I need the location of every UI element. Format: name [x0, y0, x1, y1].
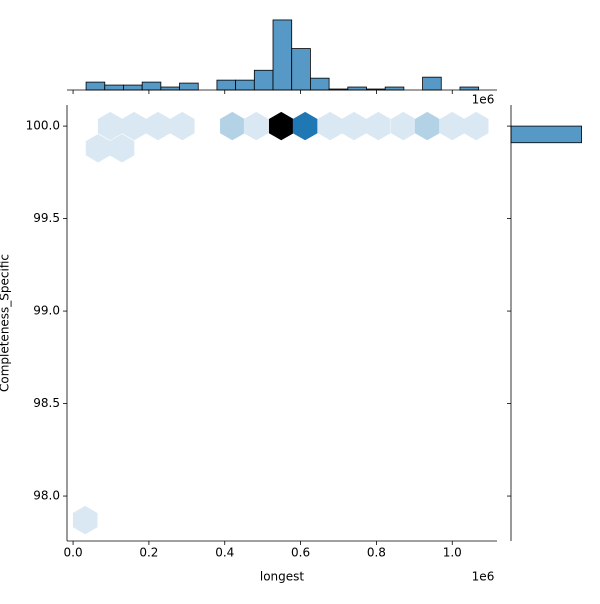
x-tick-label: 0.0 [64, 546, 83, 560]
top-hist-bar [216, 79, 237, 91]
top-hist-bar [179, 82, 199, 91]
hexbin-cell [439, 111, 465, 141]
top-hist-bar [422, 76, 442, 91]
top-hist-bar [347, 86, 367, 91]
hexbin-cell [169, 111, 195, 141]
x-tick-label: 0.2 [139, 546, 158, 560]
top-hist-bar [291, 48, 311, 91]
hexbin-cell [121, 111, 147, 141]
y-tick-label: 98.0 [33, 489, 60, 503]
top-offset-label: 1e6 [472, 93, 495, 107]
x-axis-label: longest [260, 570, 305, 584]
top-hist-bar [310, 77, 330, 91]
x-tick-label: 0.4 [215, 546, 234, 560]
x-tick-label: 0.6 [291, 546, 310, 560]
top-hist-bar [384, 86, 405, 91]
y-axis-label: Completeness_Specific [0, 254, 12, 392]
x-tick-label: 1.0 [443, 546, 462, 560]
top-hist-bar [85, 81, 106, 91]
hexbin-cell [366, 111, 391, 141]
y-tick-label: 99.5 [33, 211, 60, 225]
hexbin-cell [97, 111, 123, 141]
x-tick-label: 0.8 [367, 546, 386, 560]
y-tick-label: 100.0 [26, 119, 60, 133]
hexbin-cell [243, 111, 269, 141]
hexbin-cell [391, 111, 416, 141]
top-hist-bar [141, 81, 162, 91]
top-hist-bar [123, 84, 143, 91]
hexbin-cell [292, 111, 318, 141]
top-hist-bar [104, 84, 124, 91]
x-offset-label: 1e6 [472, 570, 495, 584]
hexbin-cell [341, 111, 367, 141]
hexbin-cell [463, 111, 489, 141]
hexbin-cell [85, 134, 111, 163]
right-hist-bar [510, 125, 582, 144]
hexbin-cell [109, 134, 135, 163]
hexbin-cell [414, 111, 440, 141]
top-hist-bar [253, 69, 274, 91]
top-hist-bar [272, 19, 293, 91]
y-tick-label: 98.5 [33, 396, 60, 410]
top-hist-bar [235, 79, 255, 91]
hexbin-cell [317, 111, 343, 141]
top-hist-bar [459, 86, 480, 91]
hexbin-cell [145, 111, 171, 141]
top-hist-bar [160, 86, 180, 91]
hexbin-cell [72, 505, 98, 535]
hexbin-cell [220, 111, 245, 141]
y-tick-label: 99.0 [33, 304, 60, 318]
hexbin-cell [268, 111, 294, 141]
